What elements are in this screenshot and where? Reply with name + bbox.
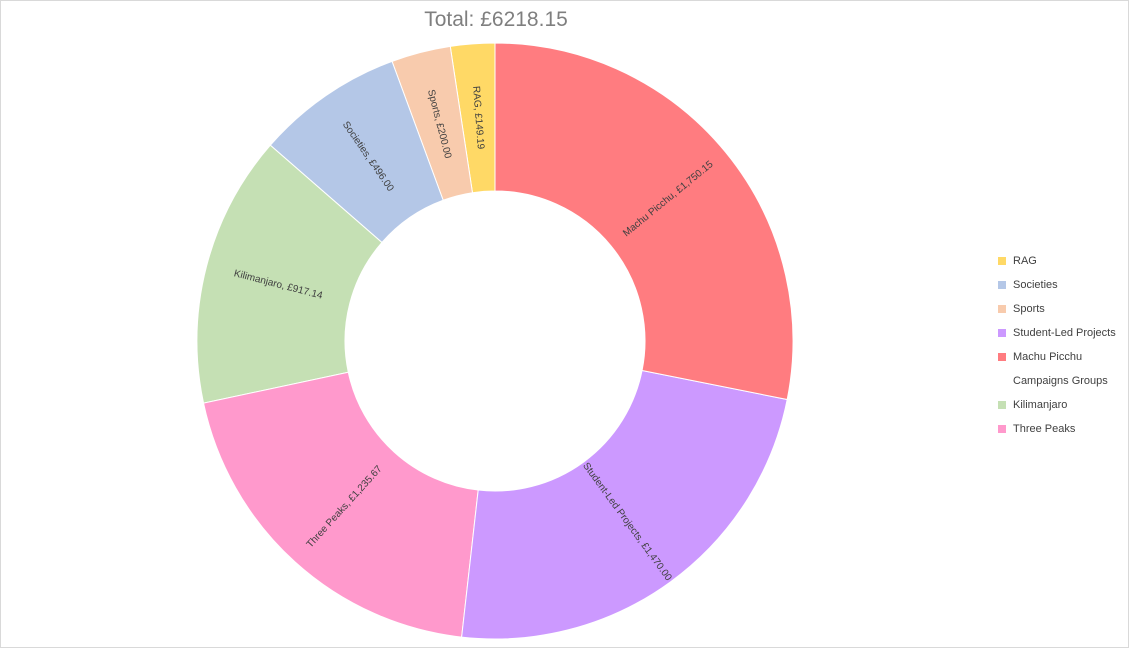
legend-swatch [998, 281, 1006, 289]
legend-item-rag: RAG [998, 249, 1116, 273]
legend-label: Sports [1013, 303, 1045, 315]
legend-item-campaigns-groups: Campaigns Groups [998, 369, 1116, 393]
slices [196, 42, 794, 640]
legend-item-student-led-projects: Student-Led Projects [998, 321, 1116, 345]
legend-swatch [998, 329, 1006, 337]
data-label-rag: RAG, £149.19 [470, 86, 486, 150]
legend-label: Kilimanjaro [1013, 399, 1068, 411]
legend-swatch [998, 353, 1006, 361]
legend-label: Three Peaks [1013, 423, 1076, 435]
chart-title: Total: £6218.15 [424, 8, 568, 31]
legend-swatch [998, 305, 1006, 313]
legend-label: Campaigns Groups [1013, 375, 1108, 387]
slice-student-led-projects [461, 369, 788, 640]
legend-swatch [998, 377, 1006, 385]
legend-item-machu-picchu: Machu Picchu [998, 345, 1116, 369]
legend-swatch [998, 257, 1006, 265]
legend-item-societies: Societies [998, 273, 1116, 297]
legend-label: Machu Picchu [1013, 351, 1083, 363]
legend-swatch [998, 425, 1006, 433]
slice-three-peaks [202, 371, 479, 638]
legend-swatch [998, 401, 1006, 409]
legend: RAG Societies Sports Student-Led Projects Ma… [998, 249, 1116, 441]
legend-label: Student-Led Projects [1013, 327, 1116, 339]
legend-item-three-peaks: Three Peaks [998, 417, 1116, 441]
legend-item-kilimanjaro: Kilimanjaro [998, 393, 1116, 417]
legend-label: Societies [1013, 279, 1058, 291]
slice-kilimanjaro [196, 144, 383, 404]
legend-item-sports: Sports [998, 297, 1116, 321]
legend-label: RAG [1013, 255, 1037, 267]
slice-machu-picchu [494, 42, 794, 401]
